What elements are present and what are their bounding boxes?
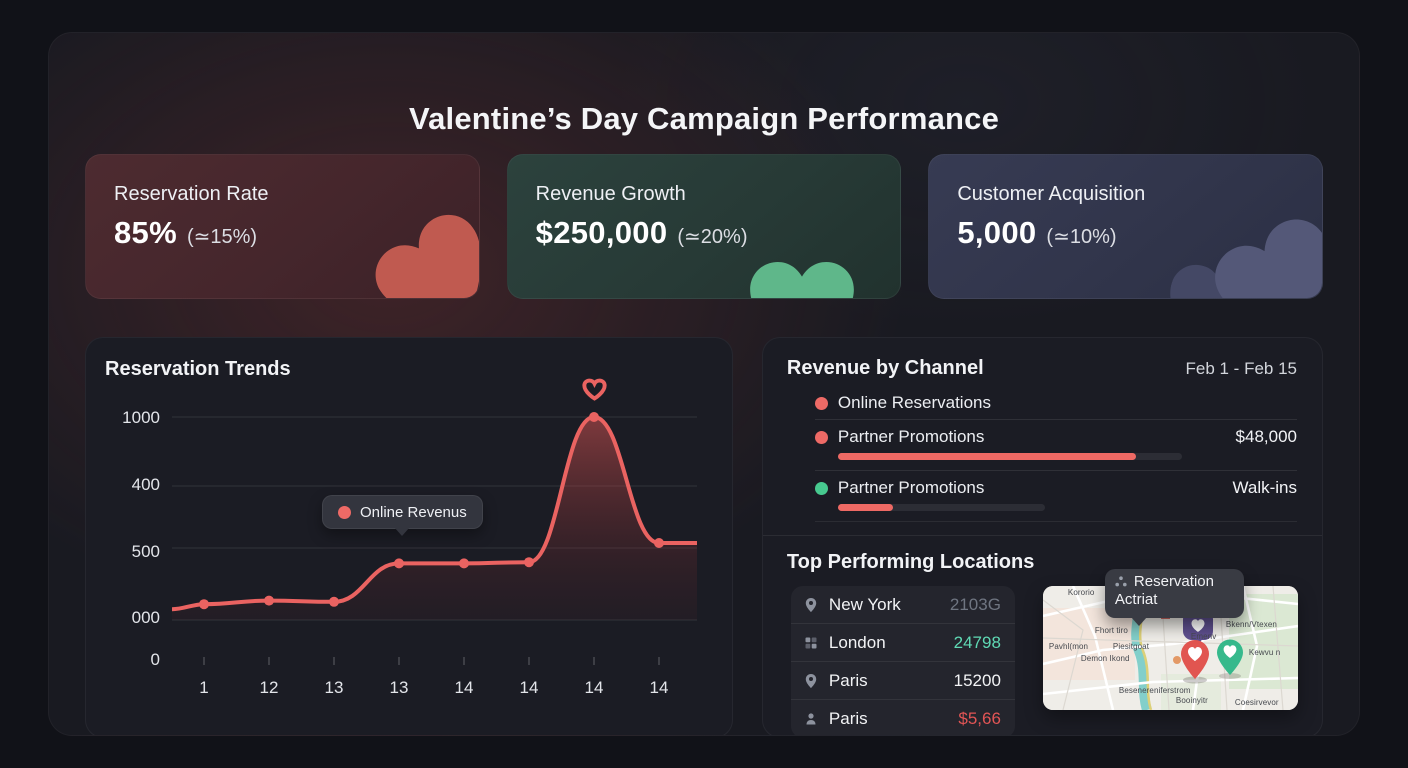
progress-fill <box>837 453 1137 460</box>
stat-value: 5,000 <box>957 215 1037 250</box>
locations-table: New York 2103G London 24798 Paris 15200 <box>790 586 1015 735</box>
location-value: $5,66 <box>958 709 1001 728</box>
map-pin-green[interactable] <box>1216 639 1243 676</box>
stat-label: Customer Acquisition <box>957 183 1146 205</box>
location-value: 2103G <box>949 594 1001 614</box>
trend-line-chart[interactable] <box>172 407 697 687</box>
legend-dot-icon <box>814 396 828 410</box>
data-point-markers <box>199 412 664 610</box>
table-row[interactable]: London 24798 <box>790 624 1015 662</box>
stat-value: $250,000 <box>535 215 668 250</box>
reservation-trends-panel: Reservation Trends 1000 400 500 000 0 <box>85 337 733 735</box>
channel-row: Partner Promotions Walk-ins <box>814 471 1297 522</box>
x-axis-label: 12 <box>259 678 279 697</box>
channel-row: Online Reservations <box>814 386 1297 420</box>
map-label: Kewvu n <box>1248 648 1281 657</box>
map-label: Pavhl(mon <box>1048 642 1089 651</box>
channel-value: $48,000 <box>1235 427 1297 446</box>
x-axis-label: 1 <box>199 678 209 697</box>
y-axis-label: 400 <box>131 475 160 494</box>
x-axis-label: 14 <box>454 678 474 697</box>
location-name: Paris <box>828 709 868 728</box>
stat-card-customer-acquisition: Customer Acquisition 5,000 (≃10%) <box>928 154 1324 299</box>
stat-cards: Reservation Rate 85% (≃15%) Revenue Grow… <box>85 154 1324 299</box>
y-axis-label: 000 <box>131 608 160 627</box>
revenue-title: Revenue by Channel <box>786 357 984 379</box>
table-row[interactable]: New York 2103G <box>790 586 1015 624</box>
stat-value: 85% <box>114 215 177 250</box>
map-pin-icon <box>805 597 817 612</box>
stat-delta: (≃20%) <box>677 226 748 248</box>
legend-dot-icon <box>814 481 828 495</box>
section-divider <box>762 535 1322 536</box>
chart-tooltip: Online Revenus <box>322 495 483 536</box>
x-axis-label: 13 <box>389 678 409 697</box>
building-grid-icon <box>805 637 817 648</box>
heart-icon <box>750 262 855 298</box>
stat-delta: (≃10%) <box>1046 226 1117 248</box>
locations-title: Top Performing Locations <box>786 551 1035 573</box>
y-axis-label: 500 <box>131 542 160 561</box>
legend-dot-icon <box>338 505 351 519</box>
progress-fill <box>837 504 893 511</box>
progress-track <box>837 504 1045 511</box>
legend-dot-icon <box>814 430 828 444</box>
channel-label: Partner Promotions <box>837 478 985 497</box>
map-label: Piesitgoat <box>1112 642 1150 651</box>
channel-row: Partner Promotions $48,000 <box>814 420 1297 471</box>
map-label: Fhort tiro <box>1094 626 1128 635</box>
x-axis-label: 14 <box>649 678 669 697</box>
stat-card-revenue-growth: Revenue Growth $250,000 (≃20%) <box>506 154 902 299</box>
map-tooltip: Reservation Actriat <box>1104 569 1244 626</box>
location-name: London <box>828 632 886 652</box>
revenue-channel-panel: Revenue by Channel Feb 1 - Feb 15 Online… <box>761 337 1323 735</box>
map-label: Bkenn/Vtexen <box>1225 620 1277 629</box>
map-tooltip-subtitle: Actriat <box>1114 591 1158 608</box>
location-name: Paris <box>828 670 868 690</box>
x-axis-ticks <box>203 657 660 665</box>
date-range-label: Feb 1 - Feb 15 <box>1185 359 1297 378</box>
heart-marker-icon <box>582 378 607 406</box>
map-label: Coesirvevor <box>1234 698 1279 707</box>
stat-delta: (≃15%) <box>186 226 258 248</box>
activity-icon <box>1115 576 1127 587</box>
chart-tooltip-label: Online Revenus <box>360 503 467 521</box>
trends-title: Reservation Trends <box>105 358 291 380</box>
person-icon <box>806 713 816 725</box>
location-value: 24798 <box>953 632 1001 652</box>
x-axis-label: 13 <box>324 678 344 697</box>
channel-value: Walk-ins <box>1232 478 1297 497</box>
channel-label: Online Reservations <box>837 393 991 412</box>
y-axis-label: 0 <box>150 650 160 669</box>
location-value: 15200 <box>953 670 1001 690</box>
y-axis-label: 1000 <box>122 408 160 427</box>
x-axis-label: 14 <box>584 678 604 697</box>
stat-label: Revenue Growth <box>535 183 686 205</box>
location-map[interactable]: Kororio Fhort tiro Pavhl(mon Piesitgoat Demo… <box>1042 569 1298 710</box>
table-row[interactable]: Paris 15200 <box>790 662 1015 700</box>
map-label: Besenereniferstrom <box>1118 686 1191 695</box>
channel-label: Partner Promotions <box>837 427 985 446</box>
map-label: Demon Ikond <box>1080 654 1130 663</box>
map-pin-icon <box>805 673 817 688</box>
map-tooltip-title: Reservation <box>1133 573 1214 590</box>
stat-label: Reservation Rate <box>114 183 269 205</box>
page-title: Valentine’s Day Campaign Performance <box>408 101 1000 136</box>
map-label: Booinyitr <box>1175 696 1208 705</box>
map-label: Kororio <box>1067 588 1095 597</box>
x-axis-label: 14 <box>519 678 539 697</box>
heart-icon <box>1153 258 1271 298</box>
area-fill <box>172 417 697 620</box>
map-label: Emenv <box>1190 632 1217 641</box>
table-row[interactable]: Paris $5,66 <box>791 700 1015 735</box>
stat-card-reservation-rate: Reservation Rate 85% (≃15%) <box>85 154 480 299</box>
location-name: New York <box>828 594 901 614</box>
map-pin-red[interactable] <box>1180 640 1209 679</box>
dashboard: Valentine’s Day Campaign Performance Res… <box>48 32 1360 736</box>
channel-list: Online Reservations Partner Promotions $… <box>814 386 1297 522</box>
